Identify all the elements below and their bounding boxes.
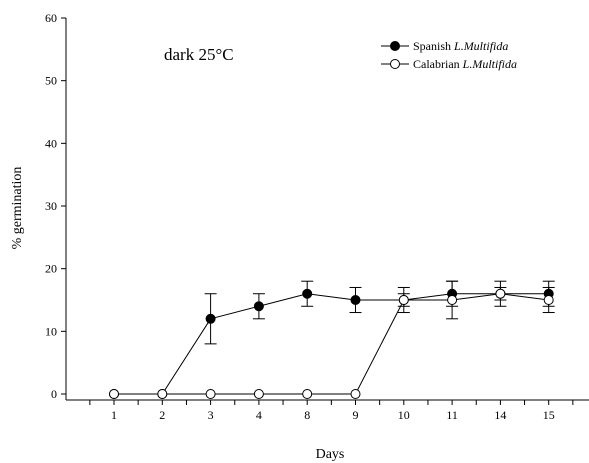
series-0 bbox=[114, 280, 555, 395]
x-tick-label: 11 bbox=[446, 408, 458, 422]
x-tick-label: 14 bbox=[494, 408, 506, 422]
y-tick-label: 20 bbox=[45, 262, 57, 276]
data-point bbox=[205, 389, 216, 399]
data-point bbox=[253, 389, 264, 399]
series-markers-0 bbox=[109, 288, 554, 399]
chart-annotation: dark 25°C bbox=[164, 45, 234, 64]
x-tick-label: 1 bbox=[111, 408, 117, 422]
data-point bbox=[447, 295, 458, 305]
x-tick-label: 15 bbox=[543, 408, 555, 422]
x-ticks: 1 2 3 4 8 9 10 11 14 15 bbox=[89, 400, 574, 422]
legend-item-calabrian: Calabrian L.Multifida bbox=[381, 57, 517, 71]
data-point bbox=[350, 389, 361, 399]
data-point bbox=[495, 288, 506, 299]
legend-label-calabrian-italic: L.Multifida bbox=[462, 57, 517, 71]
x-axis-title: Days bbox=[316, 447, 345, 462]
data-point bbox=[205, 313, 216, 324]
data-point bbox=[109, 389, 119, 399]
series-markers-1 bbox=[109, 288, 554, 399]
y-tick-label: 50 bbox=[45, 74, 57, 88]
y-tick-label: 60 bbox=[45, 11, 57, 25]
data-point bbox=[398, 295, 409, 305]
y-tick-label: 40 bbox=[45, 136, 57, 150]
legend-item-spanish: Spanish L.Multifida bbox=[381, 39, 508, 53]
y-tick-label: 10 bbox=[45, 324, 57, 338]
data-point bbox=[350, 295, 361, 305]
legend-label-calabrian-plain: Calabrian bbox=[413, 57, 463, 71]
x-tick-label: 2 bbox=[159, 408, 165, 422]
data-point bbox=[157, 389, 168, 399]
x-tick-label: 8 bbox=[304, 408, 310, 422]
y-axis-title: % germination bbox=[10, 167, 25, 250]
y-tick-label: 0 bbox=[51, 387, 57, 401]
legend: Spanish L.Multifida Calabrian L.Multifid… bbox=[381, 39, 517, 71]
data-point bbox=[543, 295, 554, 305]
legend-label-spanish-plain: Spanish bbox=[413, 39, 454, 53]
x-tick-label: 9 bbox=[353, 408, 359, 422]
series-layer bbox=[109, 280, 555, 399]
series-line bbox=[114, 293, 549, 395]
series-1 bbox=[114, 280, 555, 395]
legend-marker-spanish bbox=[390, 41, 400, 51]
x-tick-label: 4 bbox=[256, 408, 262, 422]
x-tick-label: 3 bbox=[208, 408, 214, 422]
legend-marker-calabrian bbox=[390, 59, 400, 69]
data-point bbox=[302, 389, 313, 399]
data-point bbox=[302, 288, 313, 299]
y-ticks: 0 10 20 30 40 50 60 bbox=[45, 11, 66, 401]
legend-label-calabrian: Calabrian L.Multifida bbox=[413, 57, 517, 71]
x-tick-label: 10 bbox=[398, 408, 410, 422]
series-line bbox=[114, 293, 549, 395]
legend-label-spanish: Spanish L.Multifida bbox=[413, 39, 508, 53]
legend-label-spanish-italic: L.Multifida bbox=[453, 39, 508, 53]
axes bbox=[65, 18, 589, 401]
y-tick-label: 30 bbox=[45, 199, 57, 213]
data-point bbox=[253, 301, 264, 312]
